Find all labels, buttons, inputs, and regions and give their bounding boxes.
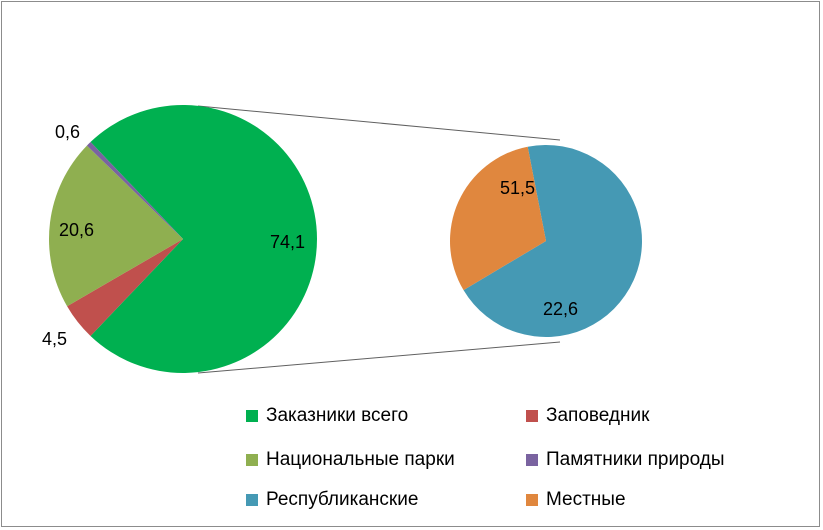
legend-label: Республиканские [266, 489, 419, 510]
data-label-республиканские: 51,5 [500, 178, 535, 198]
legend-item-заповедник: Заповедник [526, 402, 649, 430]
pie-slice-памятники-природы [86, 142, 183, 239]
data-label-национальные-парки: 20,6 [59, 220, 94, 240]
legend-swatch [246, 410, 258, 422]
legend-label: Заказники всего [266, 405, 409, 426]
data-label-местные: 22,6 [543, 299, 578, 319]
pie-slice-национальные-парки [48, 145, 183, 307]
pie-slice-заповедник [67, 239, 183, 336]
legend-item-республиканские: Республиканские [246, 486, 418, 514]
legend-swatch [246, 494, 258, 506]
legend-swatch [526, 494, 538, 506]
legend: Заказники всего Заповедник Национальные па… [246, 400, 806, 520]
legend-item-национальные-парки: Национальные парки [246, 446, 455, 474]
secondary-slice-республиканские [463, 145, 643, 338]
legend-swatch [526, 410, 538, 422]
data-labels: 74,1 4,5 20,6 0,6 51,5 22,6 [42, 122, 578, 349]
connector-line-top [197, 105, 561, 141]
connector-lines [197, 105, 561, 374]
main-pie [48, 105, 317, 373]
legend-item-заказники-всего: Заказники всего [246, 402, 408, 430]
secondary-pie [450, 145, 643, 338]
legend-swatch [526, 454, 538, 466]
legend-label: Национальные парки [266, 449, 455, 470]
data-label-заказники-всего: 74,1 [270, 232, 305, 252]
connector-line-bottom [197, 341, 561, 374]
legend-item-местные: Местные [526, 486, 626, 514]
secondary-slice-местные [450, 146, 546, 291]
legend-item-памятники-природы: Памятники природы [526, 446, 725, 474]
data-label-заповедник: 4,5 [42, 329, 67, 349]
legend-label: Памятники природы [546, 449, 725, 470]
pie-slice-заказники-всего [90, 105, 317, 373]
legend-swatch [246, 454, 258, 466]
legend-label: Заповедник [546, 405, 650, 426]
data-label-памятники-природы: 0,6 [55, 122, 80, 142]
legend-label: Местные [546, 489, 626, 510]
